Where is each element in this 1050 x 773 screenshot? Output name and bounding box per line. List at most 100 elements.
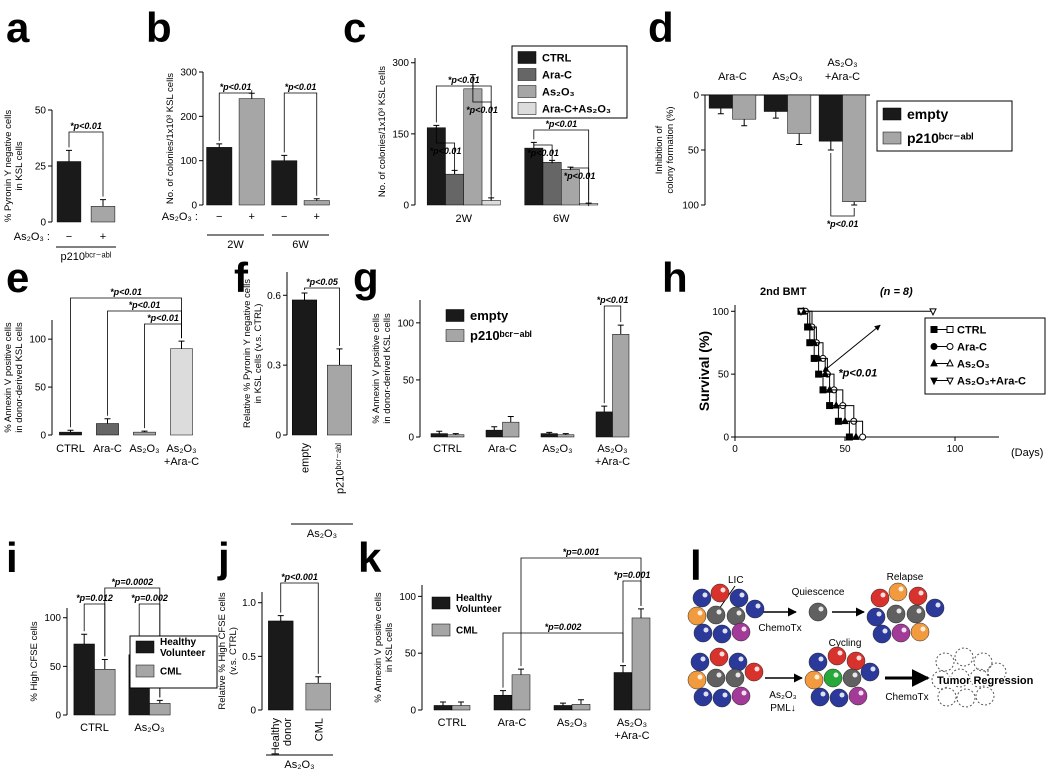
y-axis-label: No. of colonies/1x10³ KSL cells [377, 66, 388, 197]
dead-cell [973, 652, 993, 672]
x-tick-label: CTRL [433, 443, 462, 455]
marker [841, 416, 849, 425]
panel-letter: f [234, 254, 249, 301]
panel-letter: j [217, 534, 230, 581]
chart-subtitle: (n = 8) [880, 286, 913, 298]
legend-label: As₂O₃ [957, 358, 990, 370]
diagram-label: ChemoTx [758, 623, 801, 634]
y-tick-label: 50 [688, 146, 700, 157]
y-axis-label: in donor-derived KSL cells [14, 322, 25, 433]
x-tick-label: +Ara-C [614, 730, 649, 742]
annotation: *p<0.01 [527, 148, 559, 158]
cell-highlight [818, 606, 824, 612]
x-tick-label: + [100, 231, 106, 243]
cell [842, 668, 862, 688]
marker [832, 400, 841, 409]
bar [445, 173, 464, 206]
bar [763, 94, 788, 112]
y-tick-label: 100 [682, 201, 699, 212]
x-tick-label: 100 [947, 444, 964, 455]
annotation: *p<0.01 [597, 295, 629, 305]
cell-highlight [716, 672, 722, 678]
legend-box [924, 317, 1046, 395]
legend-swatch [431, 623, 451, 637]
significance-bracket [502, 632, 624, 688]
cell [712, 624, 732, 644]
y-axis-label: in KSL cells (v.s. CTRL) [253, 304, 264, 404]
x-tick-label: +Ara-C [164, 456, 199, 468]
legend-label: empty [470, 308, 509, 323]
annotation: *p<0.01 [147, 313, 179, 323]
y-tick-label: 300 [180, 68, 197, 79]
annotation: *p<0.01 [545, 119, 577, 129]
bar [613, 672, 633, 711]
cell [731, 686, 751, 706]
cell [908, 586, 928, 606]
cell [745, 599, 765, 619]
y-axis-label: % Annexin V positive cells [371, 313, 382, 424]
cell [731, 622, 751, 642]
cell-highlight [722, 692, 728, 698]
cell-highlight [814, 674, 820, 680]
bar [818, 94, 843, 142]
error-bar [546, 431, 553, 434]
cell [693, 687, 713, 707]
y-tick-label: 1.0 [242, 598, 256, 609]
cell [910, 622, 930, 642]
x-tick-label: As₂O₃ [166, 443, 196, 455]
cell [870, 588, 890, 608]
marker [815, 370, 823, 378]
cell-highlight [703, 691, 709, 697]
y-tick-label: 100 [397, 318, 414, 329]
significance-bracket [283, 92, 318, 196]
diagram-label: Tumor Regression [937, 675, 1034, 687]
panel-letter: e [6, 254, 29, 301]
cell-highlight [833, 672, 839, 678]
cell [888, 582, 908, 602]
error-bar [100, 199, 106, 207]
y-tick-label: 0 [408, 433, 414, 444]
dead-cell [956, 688, 976, 708]
bar [631, 617, 651, 711]
error-bar [518, 668, 524, 675]
cell [706, 605, 726, 625]
cell-highlight [755, 603, 761, 609]
annotation: *p<0.05 [306, 277, 339, 287]
y-axis-label: % Pyronin Y negative cells [3, 110, 14, 222]
diagram-label: Relapse [887, 572, 924, 583]
panel-letter: l [690, 542, 702, 589]
panel-letter: a [6, 4, 30, 51]
marker [930, 358, 938, 367]
y-tick-label: 100 [29, 335, 46, 346]
x-axis-label: (Days) [1011, 447, 1043, 459]
error-bar [507, 415, 514, 423]
x-tick-label: As₂O₃ [542, 443, 572, 455]
cell-highlight [719, 651, 725, 657]
error-bar [717, 108, 724, 115]
error-bar [578, 699, 584, 705]
x-tick-label: empty [300, 443, 312, 473]
error-bar [741, 119, 748, 127]
cell-highlight [736, 610, 742, 616]
cell-highlight [697, 610, 703, 616]
cell-highlight [739, 592, 745, 598]
bar [59, 431, 82, 436]
x-tick-label: donor [282, 718, 294, 746]
legend-label: empty [907, 106, 948, 122]
diagram-label: As₂O₃ [769, 690, 796, 701]
diagram-label: LIC [728, 575, 744, 586]
x-tick-label: − [281, 211, 287, 223]
legend-label: As₂O₃+Ara-C [957, 375, 1026, 387]
error-bar [796, 133, 803, 145]
cell-highlight [916, 608, 922, 614]
y-tick-label: 25 [35, 162, 47, 173]
marker [946, 343, 954, 350]
y-tick-label: 0 [693, 91, 699, 102]
cell [891, 623, 911, 643]
y-tick-label: 0.5 [242, 652, 256, 663]
bar [540, 433, 558, 438]
y-tick-label: 300 [392, 58, 409, 69]
error-bar [301, 292, 308, 300]
group-label: p210ᵇᶜʳ⁻ᵃᵇˡ [61, 251, 112, 263]
cell-highlight [918, 590, 924, 596]
